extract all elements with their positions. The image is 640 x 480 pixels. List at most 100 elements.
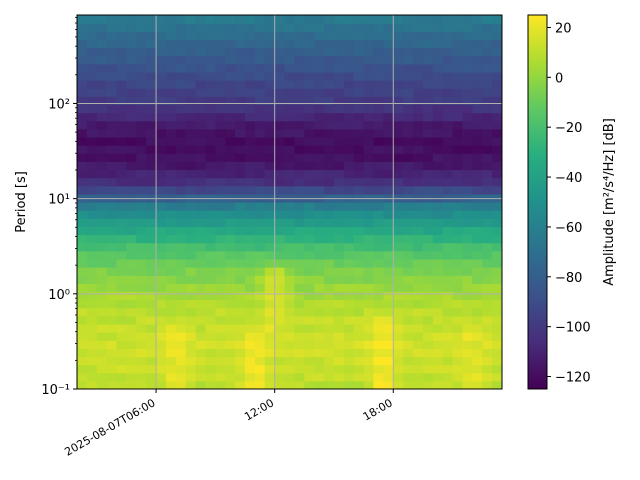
heatmap-cell <box>393 372 404 382</box>
heatmap-cell <box>422 63 434 73</box>
heatmap-cell <box>126 120 137 130</box>
heatmap-cell <box>333 348 345 358</box>
heatmap-cell <box>442 299 454 309</box>
heatmap-cell <box>393 80 404 89</box>
heatmap-cell <box>373 348 384 358</box>
plot-frame <box>76 14 503 390</box>
heatmap-cell <box>77 39 88 49</box>
heatmap-cell <box>77 323 88 333</box>
heatmap-cell <box>205 161 216 171</box>
heatmap-cell <box>284 315 296 325</box>
heatmap-cell <box>363 242 375 252</box>
heatmap-cell <box>333 55 345 65</box>
heatmap-cell <box>195 283 207 293</box>
heatmap-cell <box>254 275 266 284</box>
heatmap-cell <box>353 202 365 211</box>
heatmap-cell <box>393 283 404 293</box>
heatmap-cell <box>146 202 157 211</box>
heatmap-cell <box>472 55 483 65</box>
heatmap-cell <box>492 210 502 219</box>
heatmap-cell <box>254 258 266 268</box>
heatmap-cell <box>442 332 454 341</box>
heatmap-cell <box>403 169 414 179</box>
heatmap-cell <box>333 177 345 187</box>
heatmap-cell <box>77 307 88 317</box>
heatmap-cell <box>225 315 236 325</box>
heatmap-cell <box>413 315 424 325</box>
heatmap-cell <box>333 80 345 89</box>
heatmap-cell <box>86 283 98 293</box>
heatmap-cell <box>156 169 167 179</box>
heatmap-cell <box>353 63 365 73</box>
heatmap-cell <box>106 15 118 24</box>
heatmap-cell <box>205 145 216 154</box>
heatmap-cell <box>373 315 384 325</box>
heatmap-cell <box>324 218 335 227</box>
heatmap-cell <box>254 145 266 154</box>
heatmap-cell <box>393 299 404 309</box>
heatmap-cell <box>422 169 434 179</box>
heatmap-cell <box>393 120 404 130</box>
heatmap-cell <box>274 332 286 341</box>
heatmap-cell <box>165 161 177 171</box>
heatmap-cell <box>294 161 305 171</box>
heatmap-cell <box>136 323 147 333</box>
heatmap-cell <box>462 185 473 195</box>
heatmap-cell <box>413 202 424 211</box>
heatmap-cell <box>383 39 394 49</box>
heatmap-cell <box>205 71 216 81</box>
heatmap-cell <box>403 275 414 284</box>
heatmap-cell <box>165 226 177 236</box>
heatmap-cell <box>353 23 365 32</box>
heatmap-cell <box>393 177 404 187</box>
heatmap-cell <box>254 128 266 138</box>
heatmap-cell <box>294 23 305 32</box>
heatmap-cell <box>304 88 315 97</box>
heatmap-cell <box>343 47 355 57</box>
heatmap-cell <box>393 136 404 146</box>
heatmap-cell <box>383 23 394 32</box>
heatmap-cell <box>363 161 375 171</box>
heatmap-cell <box>136 39 147 49</box>
heatmap-cell <box>205 340 216 349</box>
heatmap-cell <box>215 380 226 389</box>
heatmap-cell <box>146 128 157 138</box>
heatmap-cell <box>373 226 384 236</box>
heatmap-cell <box>422 210 434 219</box>
heatmap-cell <box>492 364 502 374</box>
heatmap-cell <box>294 202 305 211</box>
heatmap-cell <box>77 136 88 146</box>
heatmap-cell <box>304 23 315 32</box>
heatmap-cell <box>452 242 464 252</box>
heatmap-cell <box>215 63 226 73</box>
heatmap-cell <box>205 169 216 179</box>
heatmap-cell <box>146 291 157 301</box>
heatmap-cell <box>284 31 296 40</box>
heatmap-cell <box>245 267 256 276</box>
heatmap-cell <box>304 364 315 374</box>
heatmap-cell <box>136 380 147 389</box>
heatmap-cell <box>106 323 118 333</box>
heatmap-cell <box>146 250 157 260</box>
heatmap-cell <box>324 242 335 252</box>
heatmap-cell <box>146 283 157 293</box>
heatmap-cell <box>195 332 207 341</box>
heatmap-cell <box>235 136 246 146</box>
heatmap-cell <box>472 283 483 293</box>
heatmap-cell <box>126 80 137 89</box>
heatmap-cell <box>343 31 355 40</box>
heatmap-cell <box>165 88 177 97</box>
heatmap-cell <box>106 71 118 81</box>
heatmap-cell <box>353 47 365 57</box>
heatmap-cell <box>393 55 404 65</box>
heatmap-cell <box>195 31 207 40</box>
heatmap-cell <box>422 96 434 106</box>
heatmap-cell <box>254 71 266 81</box>
heatmap-cell <box>235 88 246 97</box>
heatmap-cell <box>294 283 305 293</box>
heatmap-cell <box>294 242 305 252</box>
heatmap-cell <box>462 364 473 374</box>
heatmap-cell <box>413 23 424 32</box>
heatmap-cell <box>353 177 365 187</box>
heatmap-cell <box>77 218 88 227</box>
